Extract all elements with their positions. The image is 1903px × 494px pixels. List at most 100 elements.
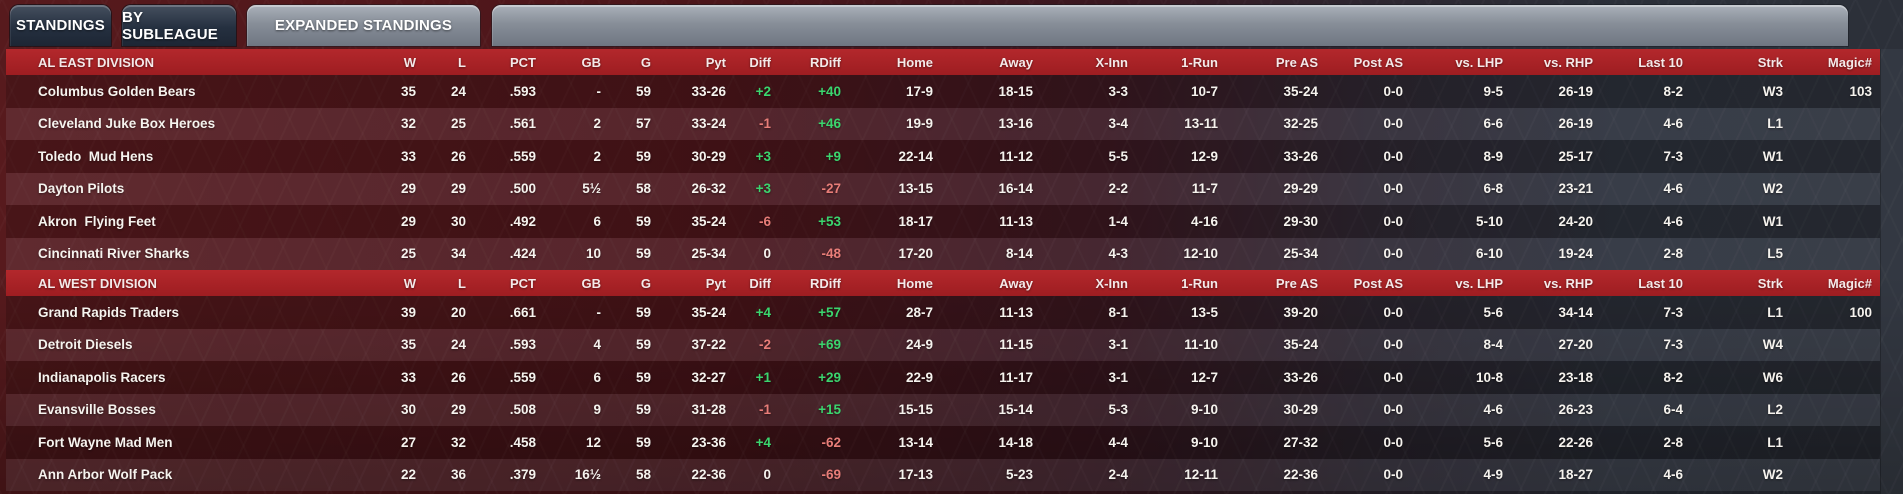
col-header-preas[interactable]: Pre AS: [1228, 49, 1328, 75]
cell-w: 30: [400, 402, 416, 418]
team-name[interactable]: Fort Wayne Mad Men: [38, 434, 173, 450]
cell-onerun: 11-10: [1184, 337, 1218, 353]
col-header-home[interactable]: Home: [851, 49, 943, 75]
col-header-strk[interactable]: Strk: [1693, 270, 1793, 296]
col-header-vslhp[interactable]: vs. LHP: [1413, 270, 1513, 296]
col-header-vsrhp[interactable]: vs. RHP: [1513, 270, 1603, 296]
col-header-diff[interactable]: Diff: [736, 49, 781, 75]
team-name[interactable]: Akron Flying Feet: [38, 213, 156, 229]
team-name[interactable]: Evansville Bosses: [38, 402, 156, 418]
col-header-l[interactable]: L: [426, 49, 476, 75]
col-header-postas[interactable]: Post AS: [1328, 270, 1413, 296]
cell-onerun: 9-10: [1190, 434, 1218, 450]
cell-strk: L1: [1767, 116, 1783, 132]
col-header-xinn[interactable]: X-Inn: [1043, 49, 1138, 75]
cell-xinn: 1-4: [1108, 213, 1128, 229]
team-row[interactable]: Columbus Golden Bears 35 24 .593 - 59 33-26 +2 +…: [6, 75, 1880, 108]
col-header-postas[interactable]: Post AS: [1328, 49, 1413, 75]
team-name[interactable]: Ann Arbor Wolf Pack: [38, 467, 173, 483]
cell-vslhp: 4-6: [1483, 402, 1503, 418]
col-header-last10[interactable]: Last 10: [1603, 49, 1693, 75]
cell-diff: 0: [763, 246, 771, 262]
cell-vslhp: 5-6: [1483, 304, 1503, 320]
tab-by-subleague[interactable]: BY SUBLEAGUE: [122, 5, 236, 46]
cell-strk: W1: [1762, 148, 1783, 164]
col-header-away[interactable]: Away: [943, 49, 1043, 75]
team-name[interactable]: Indianapolis Racers: [38, 369, 166, 385]
col-header-onerun[interactable]: 1-Run: [1138, 49, 1228, 75]
team-row[interactable]: Fort Wayne Mad Men 27 32 .458 12 59 23-36 +4 -62…: [6, 426, 1880, 459]
col-header-away[interactable]: Away: [943, 270, 1043, 296]
col-header-pyt[interactable]: Pyt: [661, 270, 736, 296]
cell-pyt: 32-27: [691, 369, 726, 385]
cell-xinn: 2-4: [1108, 467, 1128, 483]
cell-home: 13-14: [898, 434, 933, 450]
col-header-magic[interactable]: Magic#: [1793, 49, 1880, 75]
col-header-vslhp[interactable]: vs. LHP: [1413, 49, 1513, 75]
cell-vsrhp: 26-23: [1558, 402, 1593, 418]
col-header-l[interactable]: L: [426, 270, 476, 296]
col-header-pct[interactable]: PCT: [476, 49, 546, 75]
cell-g: 58: [635, 181, 651, 197]
col-header-g[interactable]: G: [611, 49, 661, 75]
cell-home: 17-9: [905, 83, 933, 99]
team-name[interactable]: Detroit Diesels: [38, 337, 133, 353]
col-header-diff[interactable]: Diff: [736, 270, 781, 296]
team-name[interactable]: Cincinnati River Sharks: [38, 246, 190, 262]
cell-home: 17-20: [898, 246, 933, 262]
team-name[interactable]: Columbus Golden Bears: [38, 83, 196, 99]
team-name[interactable]: Dayton Pilots: [38, 181, 125, 197]
col-header-preas[interactable]: Pre AS: [1228, 270, 1328, 296]
col-header-gb[interactable]: GB: [546, 49, 611, 75]
col-header-xinn[interactable]: X-Inn: [1043, 270, 1138, 296]
col-header-rdiff[interactable]: RDiff: [781, 49, 851, 75]
cell-xinn: 3-1: [1108, 337, 1128, 353]
col-header-magic[interactable]: Magic#: [1793, 270, 1880, 296]
team-row[interactable]: Akron Flying Feet 29 30 .492 6 59 35-24 -6 +53 18…: [6, 205, 1880, 238]
cell-pct: .593: [509, 83, 536, 99]
tab-expanded-standings[interactable]: EXPANDED STANDINGS: [247, 5, 480, 46]
cell-pyt: 22-36: [691, 467, 726, 483]
col-header-pyt[interactable]: Pyt: [661, 49, 736, 75]
col-header-w[interactable]: W: [366, 49, 426, 75]
team-row[interactable]: Toledo Mud Hens 33 26 .559 2 59 30-29 +3 +9 22-14…: [6, 140, 1880, 173]
team-name[interactable]: Toledo Mud Hens: [38, 148, 154, 164]
team-row[interactable]: Ann Arbor Wolf Pack 22 36 .379 16½ 58 22-36 0 -6…: [6, 458, 1880, 491]
cell-pyt: 26-32: [691, 181, 726, 197]
cell-w: 35: [400, 337, 416, 353]
team-row[interactable]: Grand Rapids Traders 39 20 .661 - 59 35-24 +4 +5…: [6, 296, 1880, 329]
col-header-onerun[interactable]: 1-Run: [1138, 270, 1228, 296]
team-name[interactable]: Grand Rapids Traders: [38, 304, 180, 320]
col-header-last10[interactable]: Last 10: [1603, 270, 1693, 296]
team-row[interactable]: Cincinnati River Sharks 25 34 .424 10 59 25-34…: [6, 237, 1880, 270]
cell-preas: 27-32: [1283, 434, 1318, 450]
col-header-strk[interactable]: Strk: [1693, 49, 1793, 75]
col-header-rdiff[interactable]: RDiff: [781, 270, 851, 296]
cell-xinn: 4-3: [1108, 246, 1128, 262]
col-header-home[interactable]: Home: [851, 270, 943, 296]
cell-pyt: 23-36: [691, 434, 726, 450]
team-row[interactable]: Detroit Diesels 35 24 .593 4 59 37-22 -2 +69 24-9…: [6, 328, 1880, 361]
cell-xinn: 2-2: [1108, 181, 1128, 197]
col-header-w[interactable]: W: [366, 270, 426, 296]
cell-pct: .508: [509, 402, 536, 418]
cell-last10: 7-3: [1663, 337, 1683, 353]
col-header-vsrhp[interactable]: vs. RHP: [1513, 49, 1603, 75]
cell-l: 29: [450, 181, 466, 197]
team-row[interactable]: Indianapolis Racers 33 26 .559 6 59 32-27 +1 +29…: [6, 361, 1880, 394]
team-row[interactable]: Cleveland Juke Box Heroes 32 25 .561 2 57 33-2…: [6, 107, 1880, 140]
col-header-gb[interactable]: GB: [546, 270, 611, 296]
cell-preas: 33-26: [1283, 369, 1318, 385]
team-row[interactable]: Dayton Pilots 29 29 .500 5½ 58 26-32 +3 -27 13-15…: [6, 172, 1880, 205]
cell-rdiff: -48: [821, 246, 841, 262]
cell-xinn: 8-1: [1108, 304, 1128, 320]
cell-rdiff: +53: [818, 213, 841, 229]
col-header-g[interactable]: G: [611, 270, 661, 296]
col-header-pct[interactable]: PCT: [476, 270, 546, 296]
team-name[interactable]: Cleveland Juke Box Heroes: [38, 116, 216, 132]
cell-home: 13-15: [898, 181, 933, 197]
team-row[interactable]: Evansville Bosses 30 29 .508 9 59 31-28 -1 +15 15…: [6, 393, 1880, 426]
tab-standings[interactable]: STANDINGS: [10, 5, 111, 46]
cell-pyt: 31-28: [691, 402, 726, 418]
cell-away: 13-16: [998, 116, 1033, 132]
